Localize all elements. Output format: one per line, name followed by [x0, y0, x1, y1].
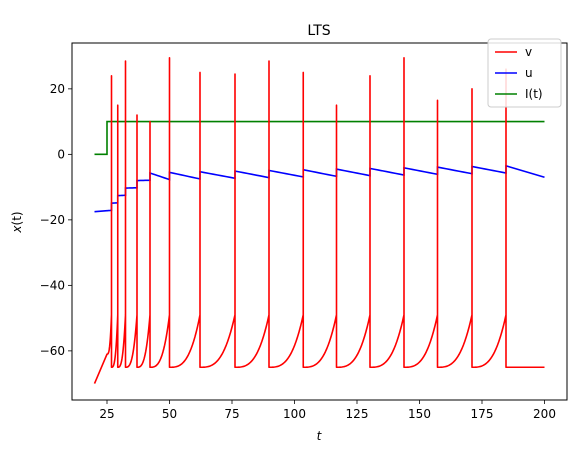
y-axis-label: x(t): [10, 211, 24, 233]
x-axis: 25 50 75 100 125 150 175 200: [99, 400, 556, 421]
y-axis: −60 −40 −20 0 20: [40, 82, 72, 358]
series-u-line: [94, 164, 545, 213]
legend: vu I(t): [487, 38, 562, 108]
x-tick-label: 25: [99, 407, 114, 421]
x-tick-label: 125: [346, 407, 369, 421]
x-tick-label: 200: [533, 407, 556, 421]
x-tick-label: 150: [408, 407, 431, 421]
y-tick-label: −60: [40, 344, 65, 358]
x-tick-label: 50: [162, 407, 177, 421]
legend-entry: I(t): [525, 87, 543, 101]
legend-box: [487, 38, 562, 108]
x-tick-label: 175: [471, 407, 494, 421]
y-tick-label: 0: [57, 147, 65, 161]
series-v-line: [93, 56, 545, 384]
series-layer: [93, 56, 545, 384]
chart-title: LTS: [307, 23, 330, 39]
x-tick-label: 100: [283, 407, 306, 421]
series-I-line: [94, 120, 545, 156]
y-tick-label: −40: [40, 278, 65, 292]
x-axis-label: t: [317, 429, 323, 443]
y-axis-label-var: x: [10, 225, 24, 234]
y-tick-label: 20: [50, 82, 65, 96]
y-tick-label: −20: [40, 213, 65, 227]
legend-entry: u: [525, 66, 533, 80]
legend-entry: v: [525, 45, 532, 59]
y-axis-label-arg: (t): [10, 211, 24, 225]
axes-frame: [71, 42, 568, 401]
x-tick-label: 75: [224, 407, 239, 421]
